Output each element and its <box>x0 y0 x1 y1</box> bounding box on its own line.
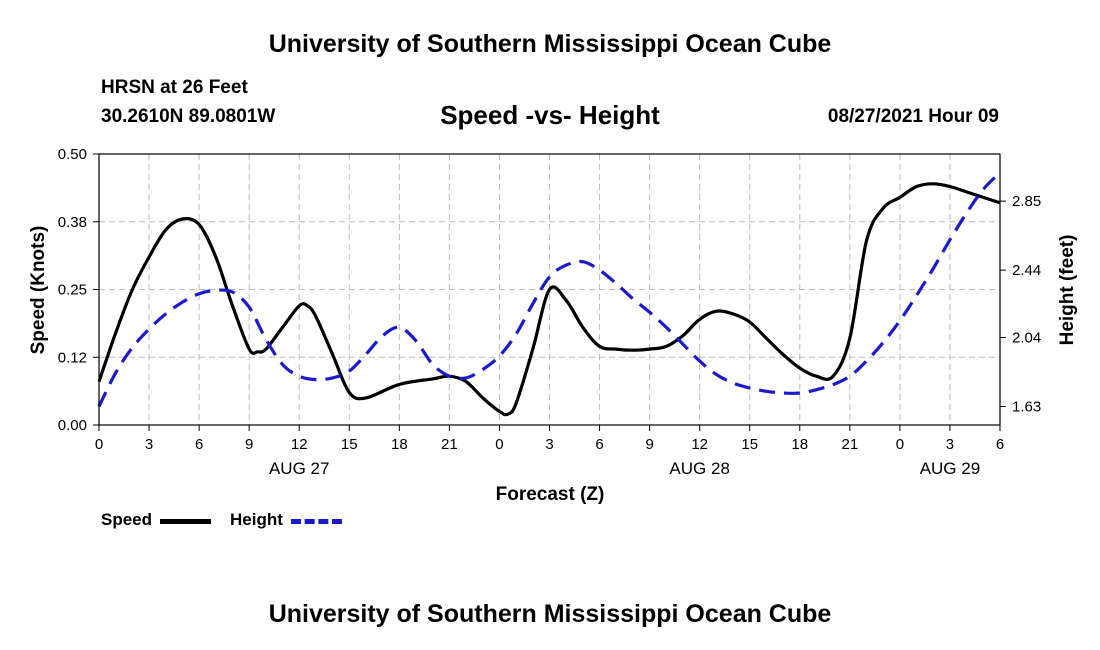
x-axis-label: Forecast (Z) <box>496 484 605 505</box>
x-tick-label: 0 <box>95 436 103 453</box>
date-label: AUG 29 <box>920 459 980 478</box>
y-tick-label: 0.00 <box>58 417 87 434</box>
x-tick-label: 0 <box>896 436 904 453</box>
legend-speed-label: Speed <box>101 510 153 529</box>
x-tick-label: 15 <box>741 436 758 453</box>
y2-axis-label: Height (feet) <box>1057 235 1078 346</box>
y-tick-label: 0.12 <box>58 349 87 366</box>
speed-height-chart: 0 3 6 9 12 15 18 21 0 3 6 9 12 15 18 21 0 3 6 0.00 0.12 0.25 0… <box>28 146 1078 505</box>
y2-tick-label: 2.04 <box>1012 329 1041 346</box>
axes: 0 3 6 9 12 15 18 21 0 3 6 9 12 15 18 21 0 3 6 0.00 0.12 0.25 0… <box>58 146 1041 478</box>
datetime-label: 08/27/2021 Hour 09 <box>827 106 999 127</box>
footer-title: University of Southern Mississippi Ocean… <box>268 600 832 628</box>
speed-series-line <box>97 182 1001 417</box>
x-tick-label: 6 <box>595 436 603 453</box>
y-axis-label: Speed (Knots) <box>28 226 49 355</box>
coordinates-label: 30.2610N 89.0801W <box>101 106 276 127</box>
x-tick-label: 21 <box>441 436 458 453</box>
x-tick-label: 3 <box>946 436 954 453</box>
x-tick-label: 21 <box>841 436 858 453</box>
legend-height-label: Height <box>230 510 283 529</box>
x-tick-label: 3 <box>145 436 153 453</box>
x-tick-label: 18 <box>791 436 808 453</box>
legend-speed-swatch <box>160 519 211 524</box>
station-label: HRSN at 26 Feet <box>101 77 248 98</box>
legend: Speed Height <box>101 508 361 532</box>
y2-tick-label: 2.44 <box>1012 262 1041 279</box>
height-series-line <box>97 171 1002 408</box>
x-tick-label: 6 <box>996 436 1004 453</box>
y-tick-label: 0.25 <box>58 282 87 299</box>
y-tick-label: 0.38 <box>58 214 87 231</box>
legend-height-swatch <box>291 519 342 524</box>
x-tick-label: 9 <box>245 436 253 453</box>
date-label: AUG 27 <box>269 459 329 478</box>
x-tick-label: 3 <box>545 436 553 453</box>
y2-tick-label: 1.63 <box>1012 398 1041 415</box>
page-title: University of Southern Mississippi Ocean… <box>268 30 832 58</box>
x-tick-label: 15 <box>341 436 358 453</box>
series-lines <box>97 171 1002 417</box>
y-tick-label: 0.50 <box>58 146 87 163</box>
chart-subtitle: Speed -vs- Height <box>440 100 660 130</box>
x-tick-label: 12 <box>691 436 708 453</box>
x-tick-label: 6 <box>195 436 203 453</box>
x-tick-label: 18 <box>391 436 408 453</box>
x-tick-label: 9 <box>645 436 653 453</box>
y2-tick-label: 2.85 <box>1012 193 1041 210</box>
x-tick-label: 12 <box>291 436 308 453</box>
grid-lines <box>99 154 1000 425</box>
date-label: AUG 28 <box>669 459 729 478</box>
x-tick-label: 0 <box>495 436 503 453</box>
